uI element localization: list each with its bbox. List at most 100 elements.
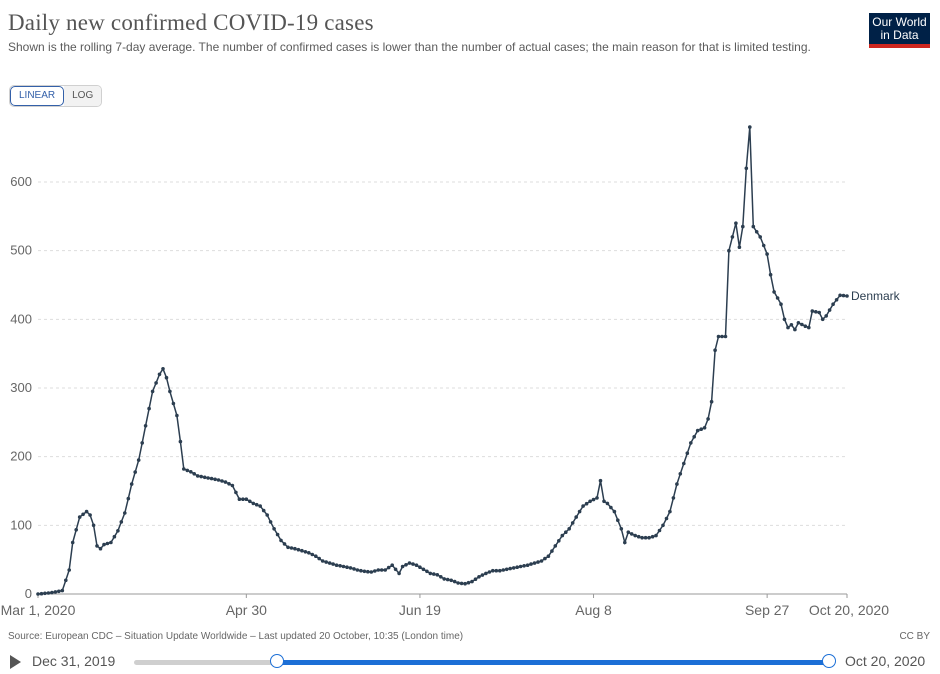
license-link[interactable]: CC BY (899, 631, 930, 642)
chart-title: Daily new confirmed COVID-19 cases (8, 10, 374, 35)
data-point (744, 166, 749, 171)
data-point (477, 575, 481, 579)
x-tick-label: Apr 30 (226, 602, 267, 618)
data-point (53, 590, 58, 594)
data-point (140, 441, 144, 445)
data-point (390, 563, 395, 567)
data-point (386, 565, 391, 570)
line-chart: 0 100 200 300 400 500 600 Mar 1, 2020 Apr 30 Jun … (1, 125, 901, 618)
timeline-selected-range (277, 660, 829, 665)
data-point (310, 552, 315, 557)
data-point (584, 501, 589, 506)
log-scale-button[interactable]: LOG (64, 86, 102, 106)
data-point (213, 477, 217, 482)
data-point (796, 321, 801, 325)
data-point (820, 317, 825, 322)
data-point (525, 563, 530, 567)
data-point (449, 578, 454, 583)
data-point (442, 577, 447, 581)
data-point (237, 497, 242, 502)
data-point (661, 523, 665, 528)
data-point (248, 499, 252, 504)
data-point (418, 565, 422, 569)
timeline-end-date: Oct 20, 2020 (845, 653, 926, 669)
data-point (293, 546, 297, 551)
data-point (116, 529, 120, 533)
data-point (178, 439, 183, 444)
data-point (84, 509, 89, 514)
data-point (119, 520, 124, 524)
source-note: Source: European CDC – Situation Update … (8, 631, 464, 642)
data-point (341, 564, 346, 569)
data-point (241, 497, 245, 502)
linear-scale-button[interactable]: LINEAR (10, 86, 65, 106)
timeline-start-handle[interactable] (270, 654, 284, 668)
data-point (77, 515, 82, 519)
data-point (831, 302, 835, 307)
data-point (39, 591, 44, 596)
data-point (581, 504, 585, 508)
data-point (46, 591, 51, 595)
data-point (668, 509, 672, 514)
data-point (164, 375, 169, 380)
data-point (702, 426, 707, 430)
data-point (154, 381, 158, 385)
data-point (494, 568, 499, 573)
data-point (814, 310, 818, 314)
data-point (727, 248, 731, 253)
data-point (508, 566, 512, 571)
data-point (258, 504, 263, 508)
data-point (421, 567, 426, 572)
data-point (105, 541, 110, 546)
data-point (595, 496, 599, 500)
data-point (640, 535, 644, 540)
logo-line-1: Our World (872, 15, 927, 29)
data-point (838, 293, 842, 298)
data-point (713, 348, 717, 353)
data-point (220, 479, 224, 483)
data-point (379, 568, 384, 572)
data-point (36, 592, 40, 596)
data-point (504, 567, 509, 572)
data-point (636, 534, 641, 539)
data-point (786, 325, 790, 330)
data-point (779, 302, 783, 307)
data-point (810, 309, 815, 313)
data-point (161, 367, 165, 371)
data-point (498, 568, 502, 573)
data-point (334, 563, 339, 567)
data-point (57, 589, 61, 594)
data-point (265, 513, 270, 517)
data-point (834, 298, 839, 302)
data-point (737, 245, 742, 249)
data-point (452, 579, 457, 584)
data-point (373, 569, 377, 573)
data-point (692, 435, 696, 439)
data-point (487, 570, 492, 574)
data-point (88, 513, 92, 517)
data-point (629, 532, 634, 536)
data-point (112, 534, 117, 539)
data-point (602, 499, 606, 504)
data-point (567, 527, 571, 531)
data-point (355, 568, 360, 572)
data-point (470, 579, 474, 584)
data-point (286, 545, 290, 550)
data-point (480, 573, 485, 577)
timeline-end-handle[interactable] (822, 654, 836, 668)
y-tick-label: 200 (10, 449, 32, 464)
data-point (664, 516, 669, 521)
data-point (445, 577, 450, 582)
data-point (126, 496, 131, 501)
data-point (761, 243, 766, 248)
x-tick-label: Sep 27 (745, 602, 790, 618)
data-point (577, 509, 582, 514)
data-point (345, 565, 349, 569)
data-point (741, 224, 745, 229)
data-point (227, 482, 231, 486)
play-icon[interactable] (10, 655, 21, 669)
data-point (532, 561, 537, 565)
data-point (129, 482, 134, 486)
data-point (522, 564, 526, 568)
owid-logo[interactable]: Our World in Data (869, 13, 930, 48)
